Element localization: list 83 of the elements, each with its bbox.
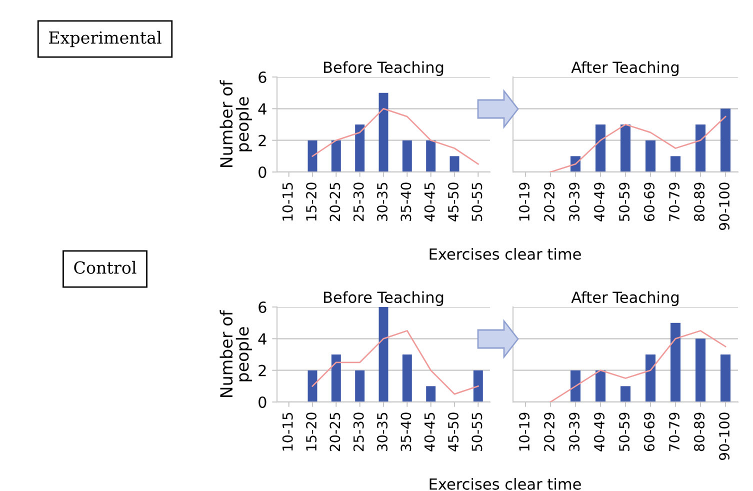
x-tick-label: 80-89 (694, 412, 705, 452)
bar (426, 386, 436, 402)
y-tick-label: 2 (258, 134, 266, 146)
x-tick-label: 30-39 (569, 182, 580, 222)
bar (378, 92, 388, 172)
y-tick-label: 6 (258, 71, 266, 84)
x-tick-label: 45-50 (448, 182, 459, 222)
bar (355, 370, 365, 402)
line-series (312, 108, 479, 165)
x-tick-label: 30-39 (569, 412, 580, 452)
x-tick-label: 50-59 (619, 412, 630, 452)
x-tick-label: 60-69 (644, 182, 655, 222)
bar (720, 108, 730, 172)
bar (620, 386, 630, 402)
bar (720, 354, 730, 402)
bar (570, 370, 580, 402)
chart-title: Before Teaching (324, 291, 444, 306)
bar (670, 322, 680, 402)
bar (331, 140, 341, 172)
x-tick-label: 10-15 (282, 182, 293, 221)
bar (596, 370, 606, 402)
x-tick-label: 30-35 (377, 412, 388, 452)
x-tick-label: 30-35 (377, 182, 388, 222)
bar (646, 354, 656, 402)
x-tick-label: 35-40 (400, 412, 412, 452)
bar (646, 140, 656, 172)
x-tick-label: 15-20 (306, 412, 317, 451)
bar (331, 354, 341, 402)
bar (355, 124, 365, 172)
x-tick-label: 20-29 (544, 182, 555, 222)
bar (402, 354, 412, 402)
chart-title: Before Teaching (324, 61, 444, 76)
x-tick-label: 90-100 (719, 182, 730, 230)
bar (596, 124, 606, 172)
x-axis-title: Exercises clear time (430, 478, 581, 490)
bar (308, 370, 318, 402)
x-tick-label: 40-49 (594, 182, 605, 222)
x-tick-label: 50-55 (472, 182, 482, 222)
bar (426, 140, 436, 172)
text: Experimental (49, 30, 162, 48)
bar (402, 140, 412, 172)
line-series (312, 330, 479, 395)
x-tick-label: 40-45 (424, 182, 435, 222)
y-tick-label: 4 (258, 333, 266, 344)
bar (696, 124, 706, 172)
x-tick-label: 70-79 (669, 182, 680, 221)
x-tick-label: 20-29 (544, 412, 555, 452)
bar (620, 124, 630, 172)
x-tick-label: 35-40 (400, 182, 412, 222)
x-tick-label: 20-25 (330, 412, 340, 452)
x-tick-label: 60-69 (644, 412, 655, 452)
x-tick-label: 40-49 (594, 412, 605, 452)
chart-title: After Teaching (571, 61, 678, 76)
bar (378, 307, 388, 402)
y-tick-label: 4 (258, 103, 266, 114)
x-tick-label: 10-19 (519, 412, 530, 451)
x-tick-label: 90-100 (719, 412, 730, 460)
x-tick-label: 10-19 (519, 182, 530, 221)
x-tick-label: 70-79 (669, 412, 680, 451)
bar (670, 156, 680, 172)
y-tick-label: 0 (258, 166, 266, 178)
y-tick-label: 6 (258, 301, 266, 314)
x-tick-label: 50-59 (619, 182, 630, 222)
bar (308, 140, 318, 172)
bar (450, 156, 460, 172)
x-axis-title: Exercises clear time (430, 248, 581, 260)
bar (473, 370, 483, 402)
y-axis-title: Number of people (220, 80, 252, 168)
x-tick-label: 25-30 (353, 412, 364, 452)
x-tick-label: 50-55 (472, 412, 482, 452)
chart-title: After Teaching (571, 291, 678, 306)
y-tick-label: 2 (258, 364, 266, 376)
y-axis-title: Number of people (220, 310, 252, 398)
x-tick-label: 25-30 (353, 182, 364, 222)
x-tick-label: 20-25 (330, 182, 340, 222)
x-tick-label: 15-20 (306, 182, 317, 221)
x-tick-label: 10-15 (282, 412, 293, 451)
bar (696, 338, 706, 402)
x-tick-label: 45-50 (448, 412, 459, 452)
y-tick-label: 0 (258, 396, 266, 408)
x-tick-label: 40-45 (424, 412, 435, 452)
x-tick-label: 80-89 (694, 182, 705, 222)
text: Control (74, 260, 136, 274)
